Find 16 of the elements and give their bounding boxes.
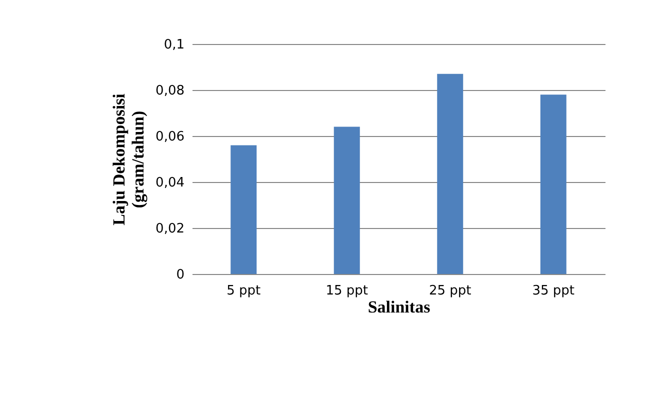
y-tick-label: 0,06 <box>156 130 184 144</box>
y-axis-title: Laju Dekomposisi (gram/tahun) <box>110 93 148 226</box>
x-tick-label: 15 ppt <box>326 284 368 298</box>
y-tick-label: 0,04 <box>156 176 184 190</box>
bar <box>334 126 360 274</box>
y-tick-label: 0,1 <box>164 38 184 52</box>
x-axis-title: Salinitas <box>368 298 431 316</box>
y-tick-label: 0 <box>176 268 184 282</box>
y-tick-label: 0,08 <box>156 84 184 98</box>
bar <box>230 145 257 274</box>
bar <box>540 94 566 274</box>
y-tick-label: 0,02 <box>156 222 184 236</box>
bar <box>437 74 464 274</box>
x-tick-label: 5 ppt <box>226 284 261 298</box>
x-tick-label: 25 ppt <box>428 284 472 298</box>
x-tick-label: 35 ppt <box>532 284 575 298</box>
